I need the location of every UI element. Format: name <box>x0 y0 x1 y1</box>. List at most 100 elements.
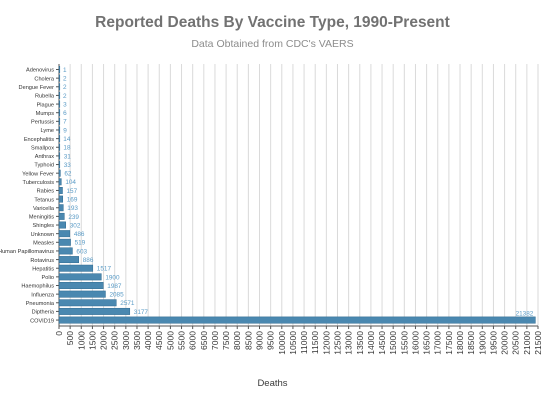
value-label: 1517 <box>97 266 112 273</box>
category-label: Diptheria <box>32 310 55 316</box>
bar <box>58 256 79 264</box>
category-label: Typhoid <box>34 163 54 169</box>
bar <box>58 221 66 229</box>
category-label: Plague <box>37 102 54 108</box>
value-label: 3177 <box>134 309 149 316</box>
value-label: 2 <box>63 76 67 83</box>
bar <box>58 238 71 246</box>
x-tick-label: 6500 <box>199 331 209 350</box>
x-tick-label: 6000 <box>188 331 198 350</box>
category-label: Pertussis <box>31 120 54 126</box>
x-tick-label: 7000 <box>210 331 220 350</box>
bar <box>58 187 63 194</box>
bar <box>58 282 104 289</box>
value-label: 2 <box>63 84 67 91</box>
category-label: Cholera <box>34 76 54 82</box>
category-label: Influenza <box>31 292 55 298</box>
value-label: 2 <box>63 93 67 100</box>
value-label: 7 <box>63 119 67 126</box>
value-label: 14 <box>63 136 71 143</box>
x-tick-label: 2500 <box>110 331 120 350</box>
category-label: Polio <box>42 275 54 281</box>
x-tick-label: 3500 <box>132 331 142 350</box>
value-label: 33 <box>64 162 72 169</box>
value-label: 1987 <box>107 283 122 290</box>
x-tick-label: 1000 <box>76 331 86 350</box>
category-label: Meningitis <box>29 215 54 221</box>
x-tick-label: 17000 <box>433 331 443 355</box>
x-tick-label: 1500 <box>87 331 97 350</box>
x-tick-label: 3000 <box>121 331 131 350</box>
x-tick-label: 5500 <box>177 331 187 350</box>
category-label: Lyme <box>41 128 54 134</box>
bar <box>58 264 94 272</box>
x-tick-label: 12500 <box>332 331 342 355</box>
bar <box>58 100 61 108</box>
x-tick-label: 21500 <box>533 331 543 355</box>
x-tick-label: 4500 <box>154 331 164 350</box>
value-label: 3 <box>63 101 67 108</box>
category-label: Pneumonia <box>26 301 55 307</box>
x-tick-label: 17500 <box>444 331 454 355</box>
category-label: Rabies <box>37 189 55 195</box>
x-tick-label: 7500 <box>221 331 231 350</box>
value-label: 2571 <box>120 300 135 307</box>
category-label: Shingles <box>33 223 55 229</box>
x-tick-label: 500 <box>65 331 75 345</box>
x-tick-label: 13500 <box>355 331 365 355</box>
bar <box>58 74 61 82</box>
value-label: 157 <box>66 188 77 195</box>
category-label: Haemophilus <box>21 284 54 290</box>
x-tick-label: 10500 <box>288 331 298 355</box>
value-label: 239 <box>68 214 79 221</box>
bar <box>58 204 64 212</box>
bar <box>58 307 131 315</box>
x-tick-label: 15000 <box>388 331 398 355</box>
value-label: 169 <box>67 197 78 204</box>
x-tick-label: 0 <box>54 331 64 336</box>
value-label: 1900 <box>105 274 120 281</box>
value-label: 193 <box>67 205 78 212</box>
x-tick-label: 16500 <box>422 331 432 355</box>
bar <box>58 316 536 324</box>
bar <box>58 126 61 134</box>
bar <box>58 247 73 255</box>
x-tick-label: 9500 <box>266 331 276 350</box>
bar <box>58 66 61 73</box>
x-tick-label: 19000 <box>477 331 487 355</box>
x-tick-label: 10000 <box>277 331 287 355</box>
x-tick-label: 15500 <box>399 331 409 355</box>
bar <box>58 290 106 298</box>
value-label: 18 <box>63 145 71 152</box>
x-tick-label: 2000 <box>99 331 109 350</box>
x-tick-label: 5000 <box>165 331 175 350</box>
x-axis-label: Deaths <box>257 378 288 389</box>
bar <box>58 83 61 91</box>
bar <box>58 135 61 143</box>
category-label: Encephalitis <box>24 137 54 143</box>
value-label: 62 <box>64 171 72 178</box>
category-label: Adenovirus <box>26 68 54 74</box>
category-label: Measles <box>33 241 54 247</box>
bar <box>58 109 61 117</box>
value-label: 31 <box>64 153 72 160</box>
category-label: Mumps <box>36 111 55 117</box>
value-label: 6 <box>63 110 67 117</box>
x-tick-label: 11500 <box>310 331 320 354</box>
x-tick-label: 8000 <box>232 331 242 350</box>
bar <box>58 230 71 238</box>
value-label: 21382 <box>516 311 534 318</box>
bar <box>58 273 102 281</box>
value-label: 886 <box>83 257 94 264</box>
bar <box>58 195 64 203</box>
bar <box>58 91 61 99</box>
category-label: Yellow Fever <box>22 171 54 177</box>
value-label: 519 <box>75 240 86 247</box>
category-label: Tetanus <box>34 197 54 203</box>
x-tick-label: 8500 <box>243 331 253 350</box>
category-label: Smallpox <box>31 145 54 151</box>
x-tick-label: 14000 <box>366 331 376 355</box>
value-label: 603 <box>76 248 87 255</box>
x-tick-label: 9000 <box>255 331 265 350</box>
